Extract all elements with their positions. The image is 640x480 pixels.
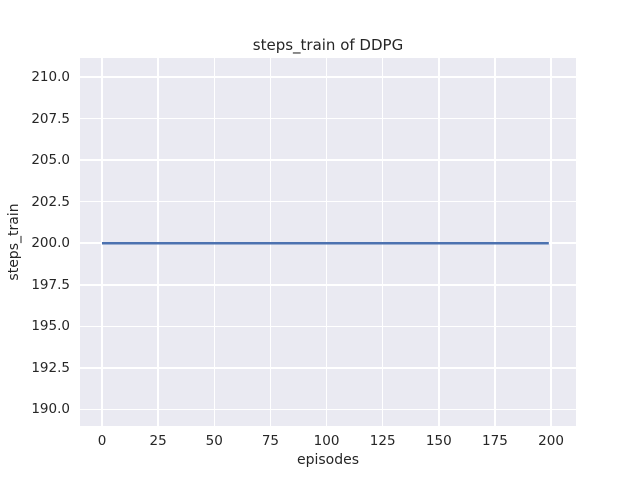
y-gridline [80,117,576,120]
y-gridline [80,76,576,78]
x-gridline [325,58,328,426]
x-gridline [269,58,272,426]
y-tick-label: 207.5 [31,110,70,127]
y-tick-label: 192.5 [31,359,70,376]
y-gridline [80,284,576,286]
x-gridline [494,58,496,426]
x-tick-label: 0 [97,433,107,449]
y-tick-label: 205.0 [31,152,70,169]
x-gridline [157,58,159,426]
x-tick-label: 75 [261,433,279,449]
y-gridline [80,408,576,411]
y-tick-label: 210.0 [31,69,70,86]
x-tick-label: 100 [313,433,340,449]
x-gridline [213,58,216,426]
y-gridline [80,159,576,161]
x-gridline [438,58,440,426]
x-tick-label: 150 [425,433,452,449]
x-gridline [550,58,552,426]
y-tick-label: 200.0 [31,235,70,252]
x-axis-label: episodes [296,452,360,468]
y-tick-label: 197.5 [31,276,70,293]
y-tick-label: 202.5 [31,193,70,210]
plot-canvas [102,242,549,245]
y-gridline [80,325,576,328]
x-tick-label: 200 [538,433,564,449]
y-gridline [80,200,576,203]
y-tick-label: 190.0 [31,401,70,418]
x-tick-label: 125 [369,433,396,449]
chart-title: steps_train of DDPG [252,36,404,54]
y-gridline [80,367,576,369]
x-gridline [101,58,103,426]
x-tick-label: 175 [482,433,508,449]
x-gridline [381,58,384,426]
plot-area [80,58,576,426]
x-tick-label: 50 [205,433,223,449]
x-tick-label: 25 [149,433,167,449]
y-tick-label: 195.0 [31,318,70,335]
